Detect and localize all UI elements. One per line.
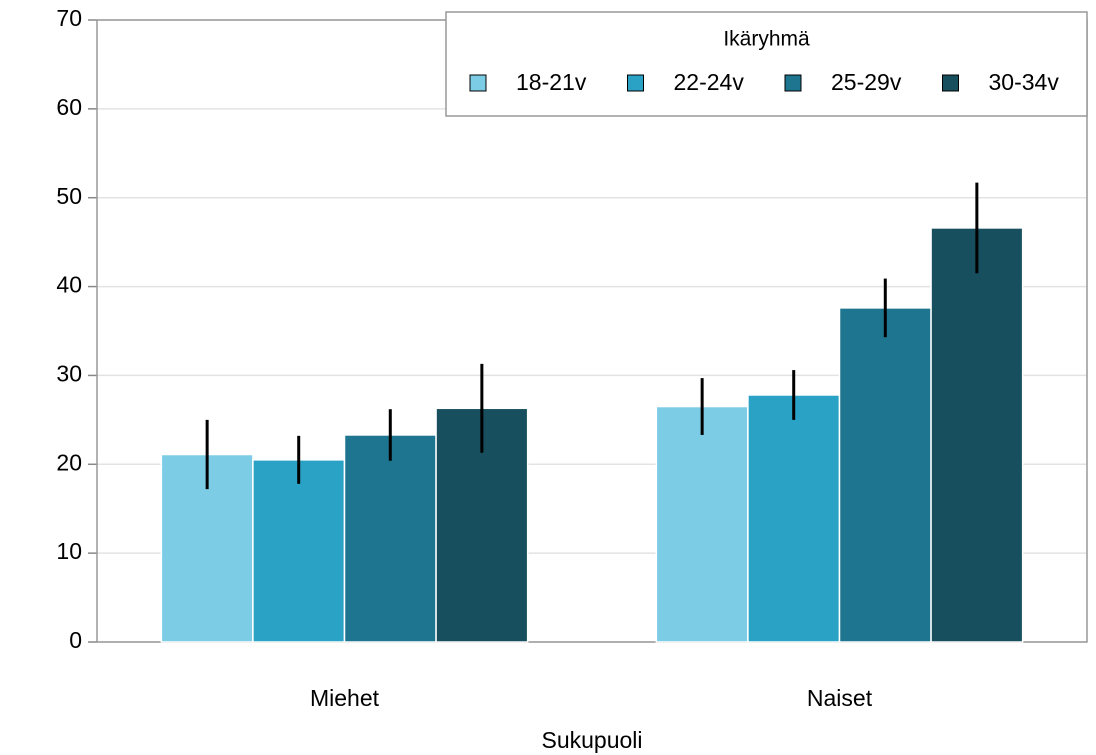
legend-swatch	[942, 74, 959, 92]
bar	[655, 405, 749, 643]
x-tick-label: Miehet	[310, 685, 380, 711]
y-tick-label: 40	[56, 272, 82, 298]
y-tick-label: 50	[56, 183, 82, 209]
legend-label: 30-34v	[989, 69, 1060, 95]
y-tick-label: 70	[56, 5, 82, 31]
legend-swatch	[469, 74, 487, 92]
bar	[435, 407, 529, 643]
bar	[930, 227, 1024, 643]
legend-label: 18-21v	[516, 69, 587, 95]
x-axis-title: Sukupuoli	[541, 727, 642, 753]
legend-label: 22-24v	[674, 69, 745, 95]
legend-swatch	[627, 74, 644, 92]
legend-title: Ikäryhmä	[723, 28, 810, 51]
legend-label: 25-29v	[831, 69, 902, 95]
bar	[343, 434, 437, 643]
bar	[747, 394, 841, 643]
bar	[252, 459, 346, 643]
bar	[838, 307, 932, 643]
legend-swatch	[784, 74, 802, 92]
x-tick-label: Naiset	[807, 685, 873, 711]
legend-box	[445, 11, 1088, 117]
y-tick-label: 30	[56, 361, 82, 387]
y-tick-label: 20	[56, 449, 82, 475]
y-tick-label: 0	[69, 627, 82, 653]
y-tick-label: 60	[56, 94, 82, 120]
y-tick-label: 10	[56, 538, 82, 564]
